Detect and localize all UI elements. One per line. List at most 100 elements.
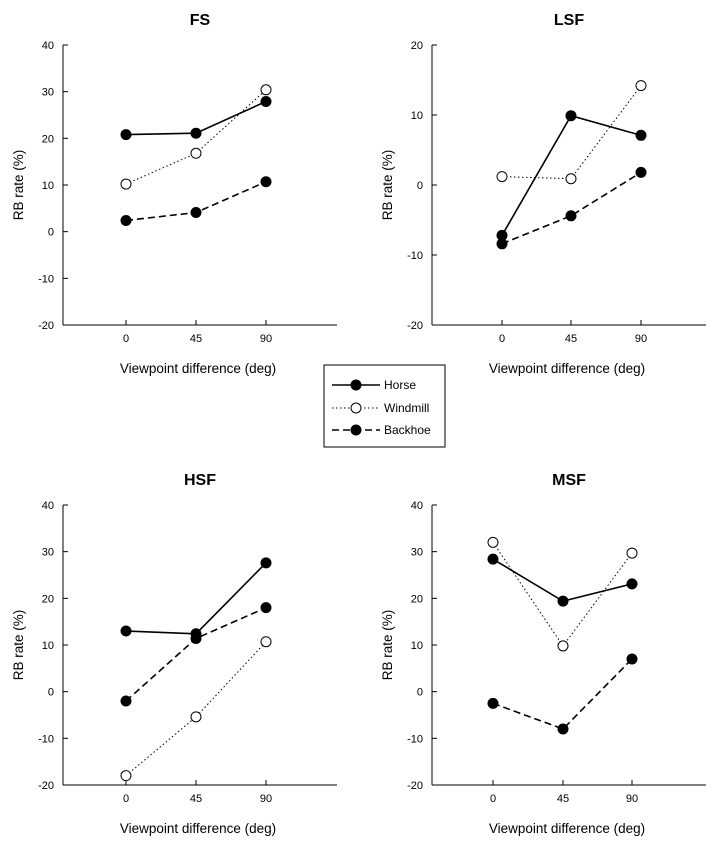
panel-lsf-series-windmill-point [496,171,508,183]
panel-lsf-series-windmill [496,80,647,185]
panel-hsf-series-backhoe-point [120,695,132,707]
panel-fs-ylabel: RB rate (%) [11,150,26,221]
panels: FS -20 -10 0 10 20 30 40 0 45 90 Viewpoint differen… [11,12,706,836]
panel-hsf-series-windmill [120,636,272,782]
panel-msf-series-horse-point [557,595,569,607]
panel-fs-series-backhoe-point [120,214,132,226]
legend-label-horse: Horse [384,378,416,392]
panel-lsf-series-horse-point [565,110,577,122]
panel-fs-xtick-label: 0 [123,333,129,345]
panel-msf-xtick-label: 45 [557,793,569,805]
panel-msf-xlabel: Viewpoint difference (deg) [489,821,645,836]
panel-hsf-xtick-label: 45 [190,793,202,805]
panel-lsf-xtick-label: 0 [499,333,505,345]
panel-hsf-series-backhoe-point [260,602,272,614]
panel-fs-series-backhoe-point [260,176,272,188]
panel-lsf: LSF -20 -10 0 10 20 0 45 90 Viewpoint difference … [380,12,706,376]
panel-hsf-series-horse-point [260,557,272,569]
panel-msf-title: MSF [552,472,586,489]
panel-fs-ytick-label: -10 [38,273,54,285]
panel-lsf-ytick-label: 10 [411,110,423,122]
legend-label-windmill: Windmill [384,401,429,415]
panel-fs-title: FS [190,12,211,29]
panel-lsf-series-backhoe-point [496,238,508,250]
panel-hsf-series-horse-point [120,625,132,637]
panel-fs-ytick-label: 30 [42,87,54,99]
panel-lsf-series-backhoe-line [501,171,642,245]
panel-lsf-series-windmill-line [501,85,642,180]
panel-fs-series-horse [120,95,272,141]
panel-msf-ytick-label: 30 [411,547,423,559]
panel-lsf-xtick-label: 90 [635,333,647,345]
panel-fs-ytick-label: -20 [38,320,54,332]
panel-hsf-ytick-label: 40 [42,500,54,512]
panel-fs: FS -20 -10 0 10 20 30 40 0 45 90 Viewpoint differen… [11,12,337,376]
panel-msf-ytick-label: 10 [411,640,423,652]
panel-lsf-title: LSF [554,12,584,29]
panel-msf-xtick-label: 90 [626,793,638,805]
panel-msf-ytick-label: -10 [407,733,423,745]
panel-msf-series-windmill-point [557,640,569,652]
panel-lsf-ytick-label: -10 [407,250,423,262]
panel-lsf-ytick-label: 0 [417,180,423,192]
panel-msf-series-horse [487,553,638,607]
panel-hsf-xtick-label: 90 [260,793,272,805]
panel-lsf-series-horse-point [635,129,647,141]
panel-msf: MSF -20 -10 0 10 20 30 40 0 45 90 Viewpoint differe… [380,472,706,836]
panel-hsf-xlabel: Viewpoint difference (deg) [120,821,276,836]
panel-msf-series-windmill-point [626,547,638,559]
panel-msf-series-backhoe-point [487,697,499,709]
panel-hsf-series-horse [120,557,272,640]
legend-box [323,364,446,448]
panel-hsf-series-windmill-line [125,641,267,777]
panel-fs-series-backhoe [120,176,272,226]
panel-msf-ytick-label: 0 [417,687,423,699]
panel-msf-ytick-label: 20 [411,593,423,605]
panel-hsf-series-backhoe-line [125,606,267,702]
panel-hsf-ytick-label: -10 [38,733,54,745]
panel-lsf-ytick-label: -20 [407,320,423,332]
panel-fs-series-windmill-point [260,84,272,96]
panel-fs-ytick-label: 20 [42,133,54,145]
panel-fs-series-windmill [120,84,272,190]
panel-fs-ytick-label: 0 [48,227,54,239]
panel-hsf-series-windmill-point [120,770,132,782]
panel-fs-series-horse-point [120,129,132,141]
panel-fs-series-backhoe-point [190,207,202,219]
panel-msf-series-backhoe-point [626,653,638,665]
panel-fs-series-horse-point [260,95,272,107]
panel-hsf-ytick-label: 0 [48,687,54,699]
panel-hsf-ytick-label: -20 [38,780,54,792]
panel-lsf-series-backhoe-point [635,166,647,178]
panel-msf-ylabel: RB rate (%) [380,610,395,681]
panel-hsf-series-windmill-point [190,711,202,723]
panel-fs-xlabel: Viewpoint difference (deg) [120,361,276,376]
panel-fs-series-horse-point [190,127,202,139]
panel-hsf-ytick-label: 10 [42,640,54,652]
legend-marker-windmill [350,402,362,414]
panel-fs-ytick-label: 40 [42,40,54,52]
panel-msf-series-windmill [487,536,638,652]
panel-msf-series-backhoe [487,653,638,735]
panel-hsf-ytick-label: 30 [42,547,54,559]
panel-hsf-xtick-label: 0 [123,793,129,805]
panel-msf-series-windmill-point [487,536,499,548]
panel-lsf-series-backhoe [496,166,647,250]
panel-fs-ytick-label: 10 [42,180,54,192]
panel-hsf-series-backhoe [120,602,272,707]
legend: Horse Windmill Backhoe [323,364,446,448]
panel-msf-ytick-label: 40 [411,500,423,512]
panel-fs-xtick-label: 90 [260,333,272,345]
panel-lsf-series-windmill-point [635,80,647,92]
legend-label-backhoe: Backhoe [384,423,431,437]
legend-marker-horse [350,379,362,391]
panel-lsf-xtick-label: 45 [565,333,577,345]
panel-hsf-series-backhoe-point [190,632,202,644]
panel-hsf-series-windmill-point [260,636,272,648]
panel-lsf-series-windmill-point [565,173,577,185]
panel-lsf-xlabel: Viewpoint difference (deg) [489,361,645,376]
panel-hsf-ytick-label: 20 [42,593,54,605]
panel-fs-series-windmill-point [120,178,132,190]
panel-hsf-series-horse-line [125,562,267,635]
